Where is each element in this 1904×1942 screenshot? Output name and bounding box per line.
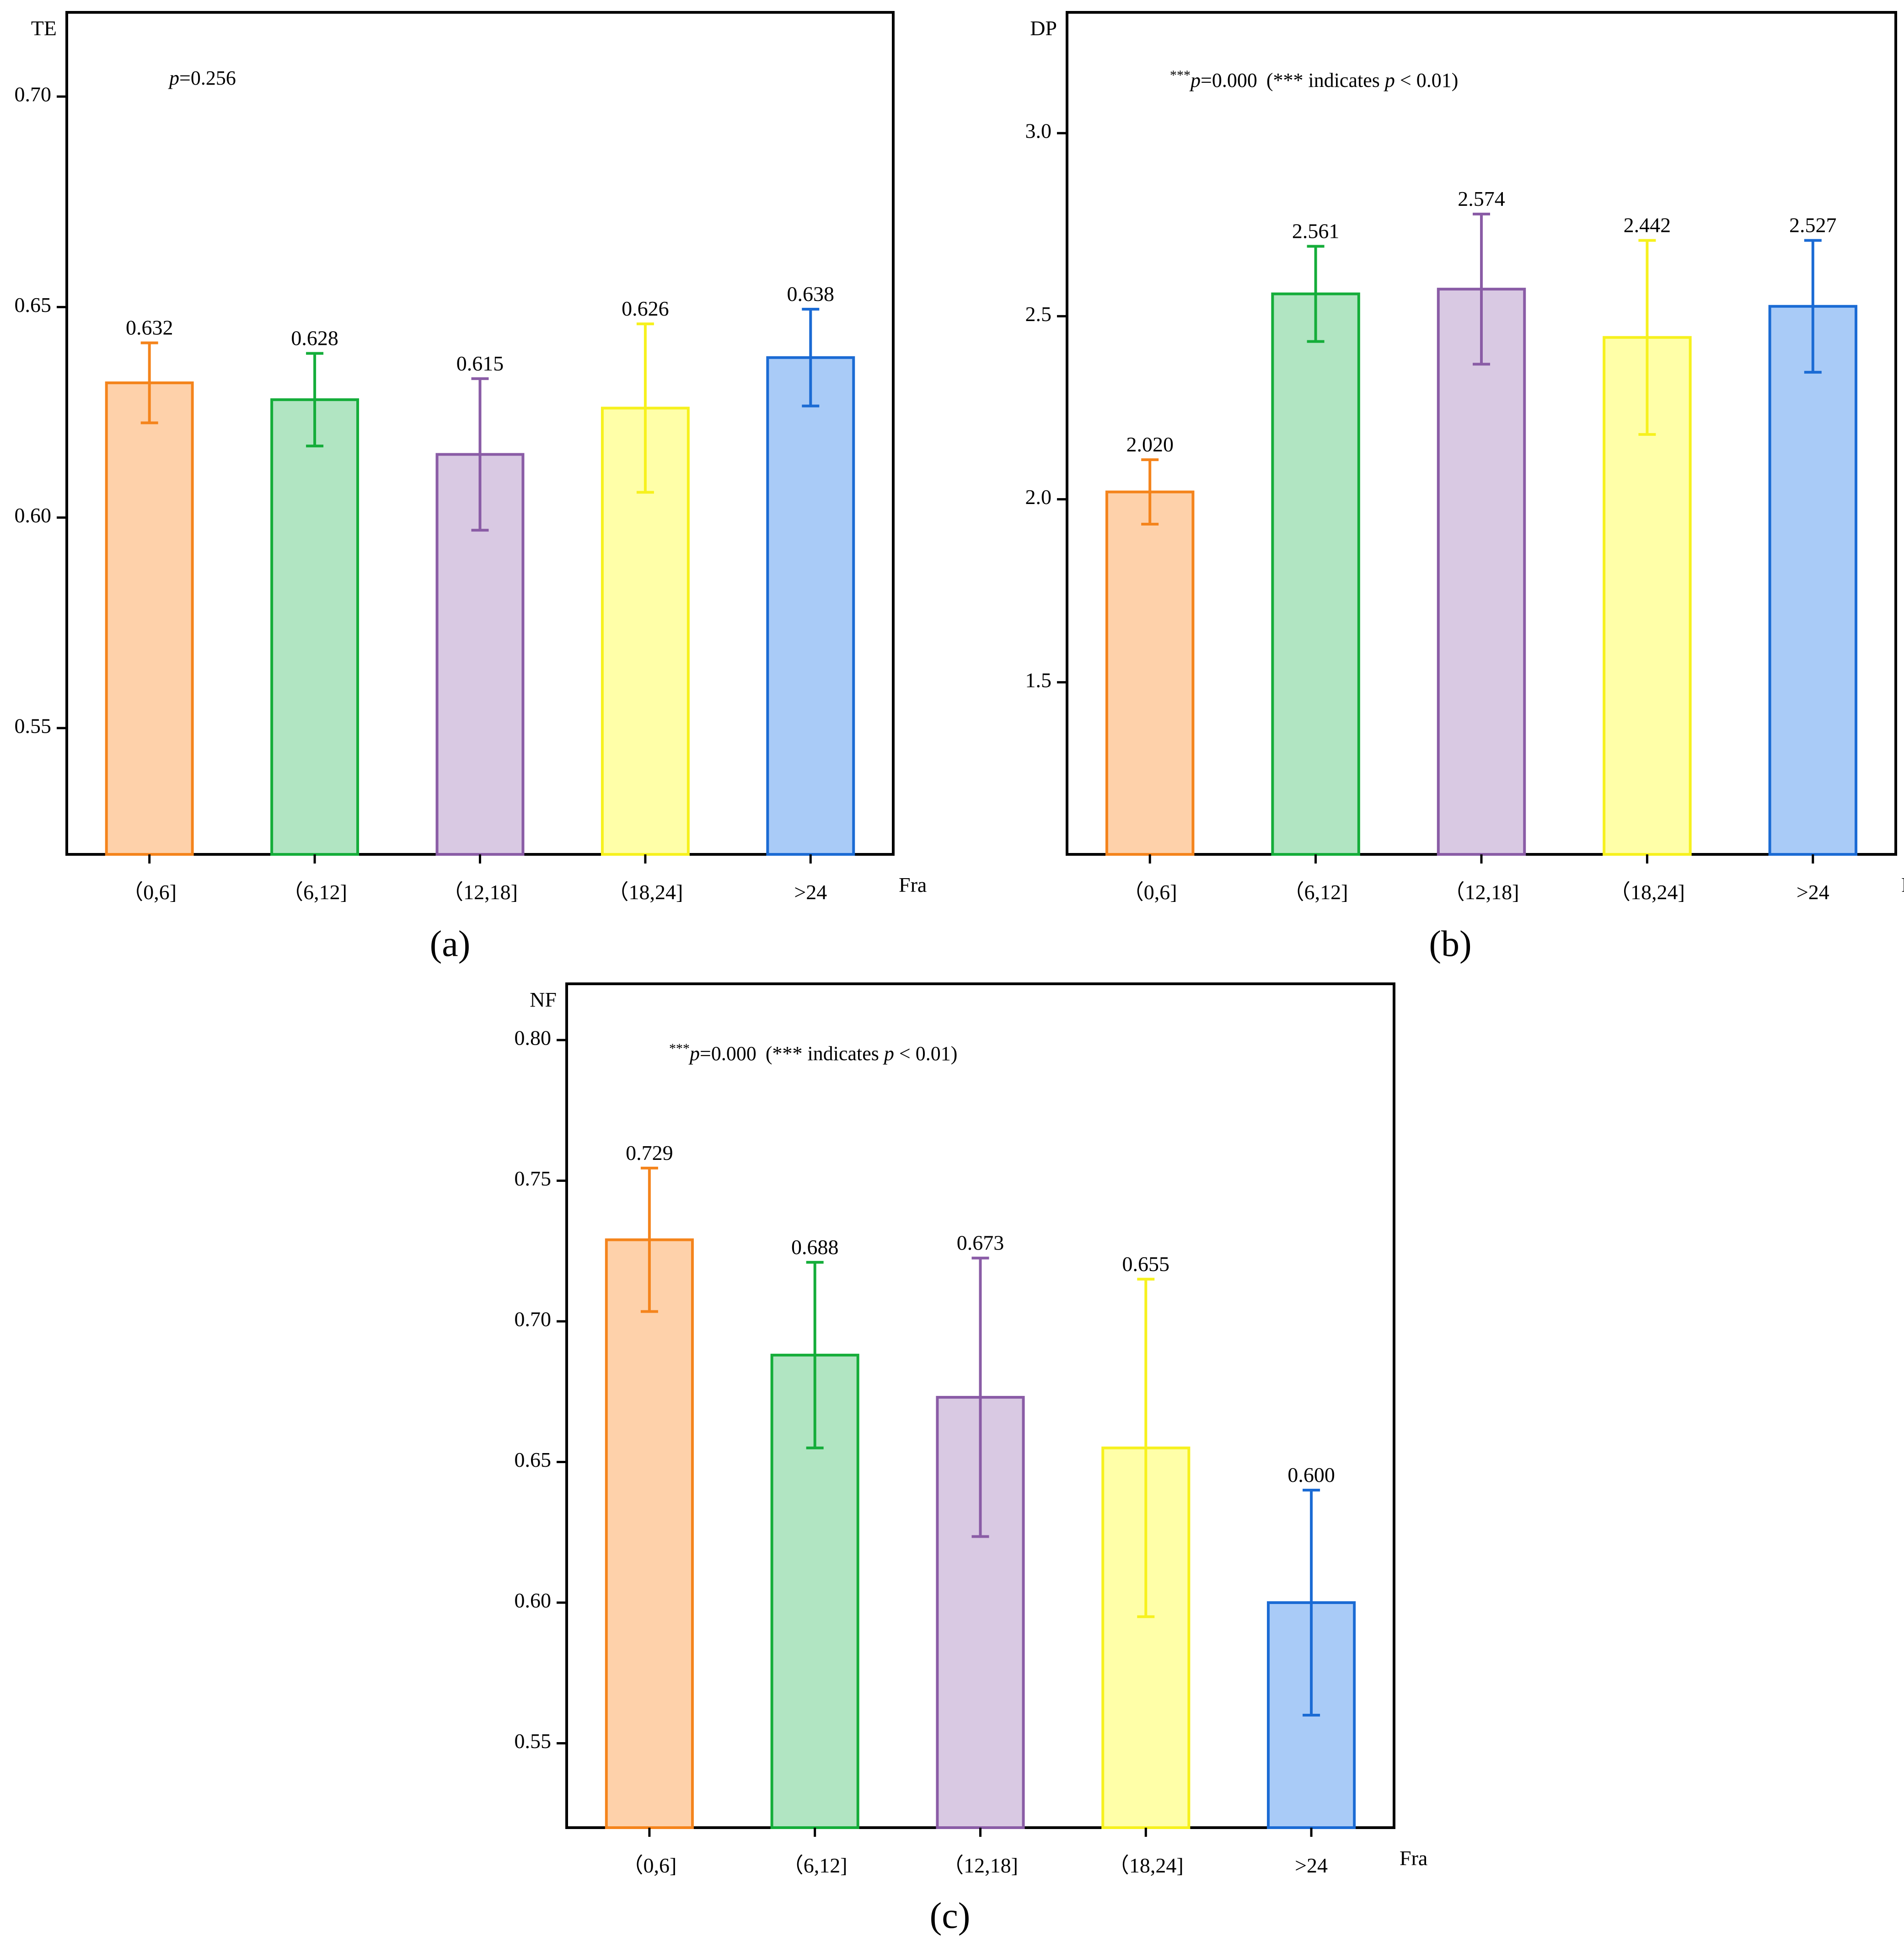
annotation-note-p: p (883, 1042, 894, 1065)
annotation-note-suffix: < 0.01) (1395, 69, 1458, 91)
y-axis-label: DP (1030, 16, 1057, 40)
x-axis-label: Fra (1901, 873, 1904, 896)
y-tick-label: 0.75 (515, 1167, 552, 1190)
data-label: 0.632 (126, 316, 173, 339)
data-label: 2.020 (1126, 433, 1174, 456)
y-tick-label: 0.60 (515, 1589, 552, 1612)
x-tick-label: （12,18] (442, 880, 518, 904)
data-label: 0.638 (787, 282, 835, 306)
panel-label: (a) (430, 924, 471, 964)
annotation-p-text: =0.000 (1201, 69, 1257, 91)
annotation-note-p: p (1384, 69, 1395, 91)
x-tick-label: （6,12] (282, 880, 347, 904)
x-tick-label: （12,18] (1444, 880, 1519, 904)
y-tick-label: 0.65 (15, 293, 52, 317)
data-label: 0.655 (1122, 1252, 1170, 1276)
x-tick-label: （0,6] (622, 1854, 676, 1877)
chart-panel-a: 0.55 0.60 0.65 0.70 TE Fra 0.632 （0,6] 0.628 （6,1… (15, 11, 927, 964)
x-tick-label: （12,18] (943, 1854, 1018, 1877)
data-label: 2.527 (1789, 214, 1837, 237)
y-tick-label: 0.80 (515, 1026, 552, 1050)
bar (105, 381, 194, 856)
p-value-annotation: ***p=0.000 (*** indicates p < 0.01) (1170, 68, 1458, 92)
data-label: 2.561 (1292, 219, 1340, 242)
x-tick-label: （6,12] (783, 1854, 847, 1877)
annotation-p-text: =0.256 (179, 67, 236, 89)
x-tick-label: （0,6] (1123, 880, 1177, 904)
y-tick-label: 0.55 (515, 1729, 552, 1753)
data-label: 0.615 (456, 352, 504, 375)
data-label: 0.729 (626, 1141, 673, 1164)
p-value-annotation: p=0.256 (168, 67, 236, 89)
x-tick-label: （18,24] (1609, 880, 1685, 904)
data-label: 2.574 (1458, 187, 1505, 210)
y-tick-label: 0.70 (515, 1308, 552, 1331)
annotation-note-suffix: < 0.01) (894, 1042, 957, 1065)
y-tick-label: 0.55 (15, 714, 52, 737)
data-label: 2.442 (1624, 214, 1671, 237)
y-tick-label: 0.70 (15, 83, 52, 106)
x-tick-label: （18,24] (1108, 1854, 1184, 1877)
bar (1437, 288, 1526, 856)
x-tick-label: >24 (1797, 880, 1829, 904)
x-tick-label: （18,24] (607, 880, 683, 904)
y-tick-label: 3.0 (1025, 119, 1052, 143)
annotation-note-prefix: (*** indicates (1266, 69, 1385, 91)
bar (605, 1238, 694, 1829)
annotation-p-text: =0.000 (700, 1042, 756, 1065)
annotation-note-prefix: (*** indicates (766, 1042, 884, 1065)
panel-label: (b) (1429, 924, 1471, 964)
annotation-p-symbol: p (688, 1042, 700, 1065)
p-value-annotation: ***p=0.000 (*** indicates p < 0.01) (669, 1041, 957, 1065)
bar (270, 398, 359, 856)
annotation-p-symbol: p (168, 67, 179, 89)
y-tick-label: 2.5 (1025, 302, 1052, 326)
x-tick-label: （6,12] (1283, 880, 1348, 904)
panel-label: (c) (930, 1896, 971, 1936)
annotation-stars: *** (669, 1041, 690, 1056)
y-tick-label: 2.0 (1025, 485, 1052, 509)
annotation-p-symbol: p (1189, 69, 1201, 91)
bar (1105, 490, 1195, 856)
y-axis-label: NF (530, 988, 557, 1011)
data-label: 0.688 (791, 1235, 839, 1259)
x-tick-label: >24 (794, 880, 827, 904)
data-label: 0.626 (622, 297, 669, 320)
y-axis-label: TE (31, 16, 57, 40)
bar (1271, 292, 1360, 856)
y-tick-label: 0.60 (15, 504, 52, 527)
y-tick-label: 1.5 (1025, 668, 1052, 692)
chart-panel-b: 1.5 2.0 2.5 3.0 DP Fra 2.020 （0,6] 2.561 （6,12] 2.… (1025, 11, 1904, 964)
x-axis-label: Fra (899, 873, 927, 896)
data-label: 0.673 (957, 1231, 1004, 1255)
y-tick-label: 0.65 (515, 1448, 552, 1471)
bar (1768, 305, 1858, 856)
x-axis-label: Fra (1400, 1846, 1427, 1870)
bar (766, 356, 855, 856)
data-label: 0.628 (291, 327, 338, 350)
x-tick-label: >24 (1295, 1854, 1328, 1877)
data-label: 0.600 (1287, 1463, 1335, 1486)
x-tick-label: （0,6] (122, 880, 177, 904)
annotation-stars: *** (1170, 68, 1191, 83)
chart-panel-c: 0.55 0.60 0.65 0.70 0.75 0.80 NF Fra 0.729 （0,6] 0… (515, 982, 1427, 1936)
